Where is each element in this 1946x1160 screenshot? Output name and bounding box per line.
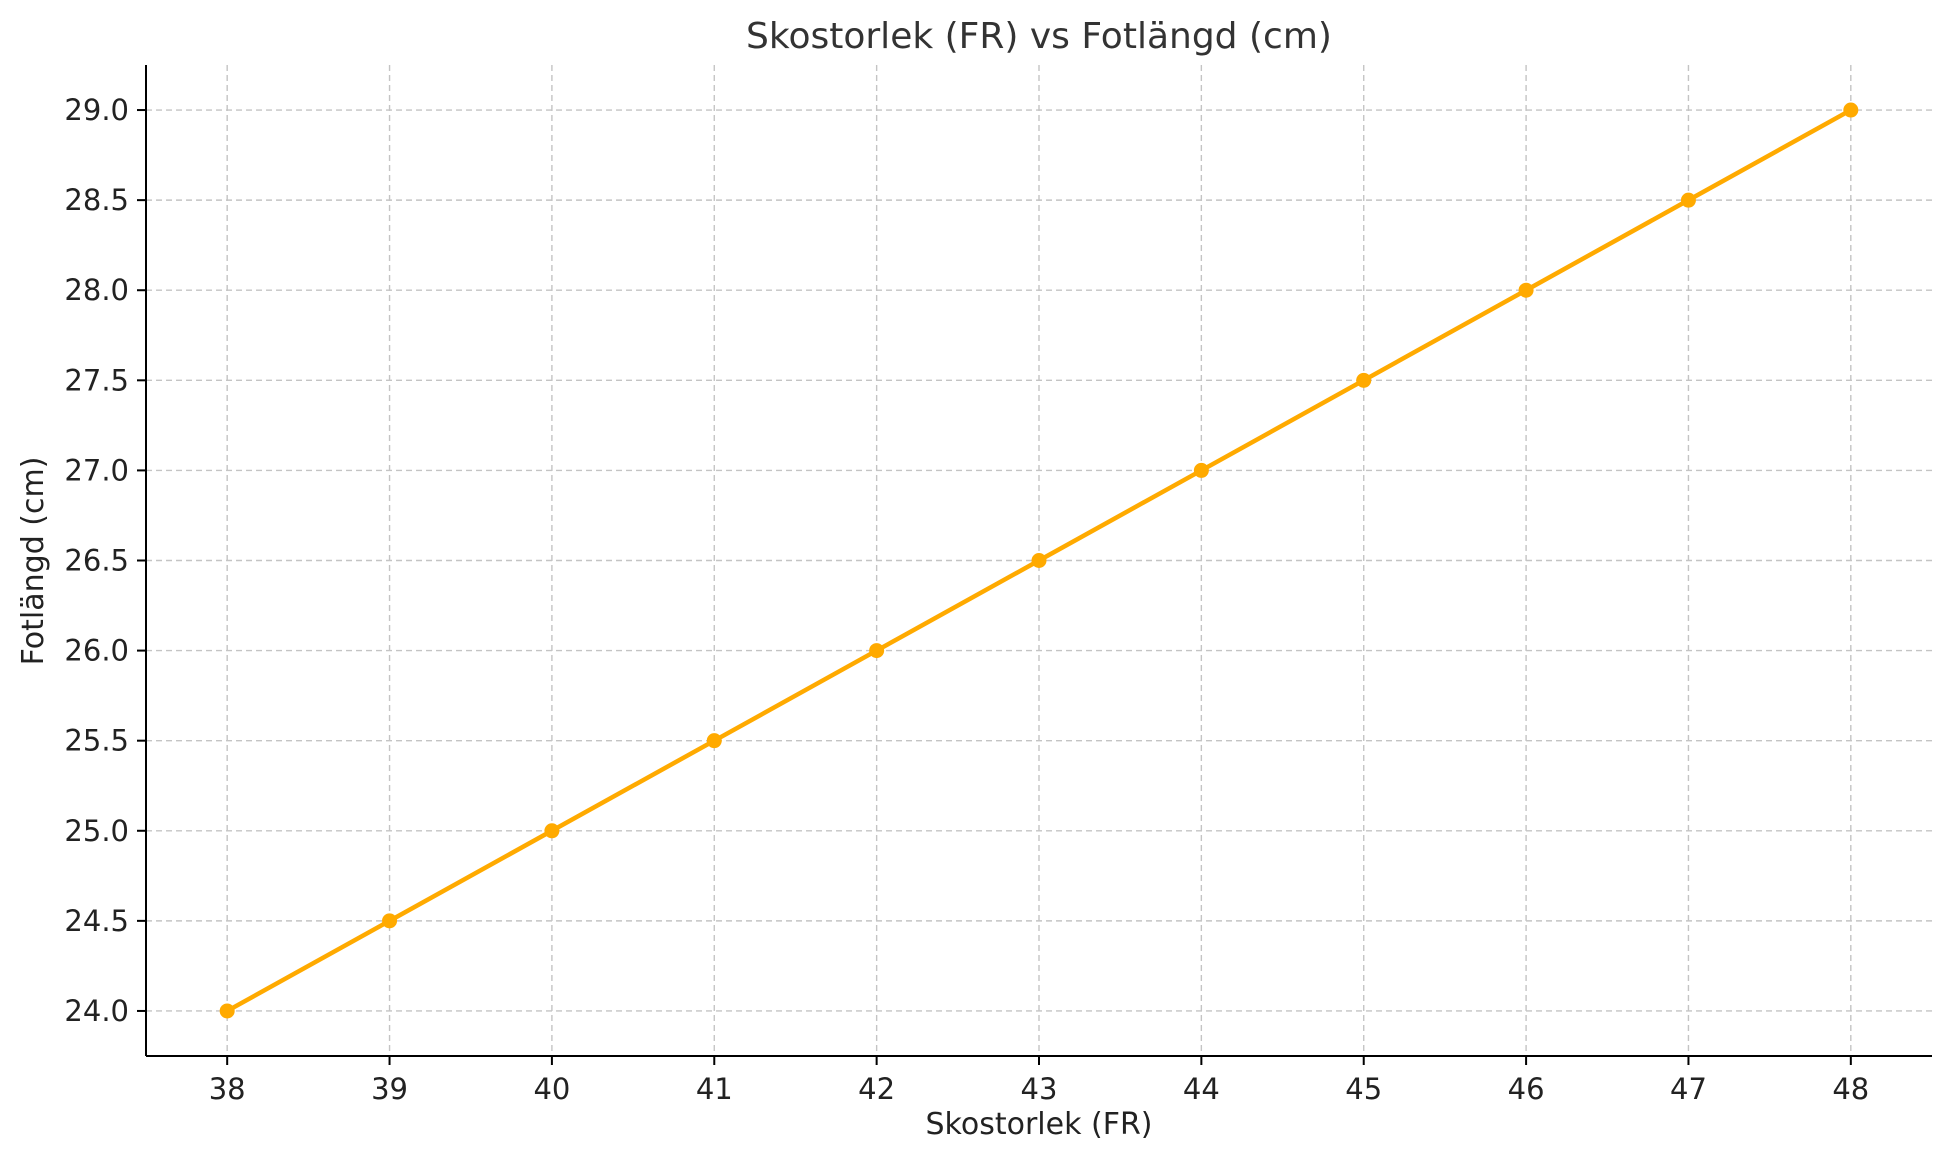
y-tick-label: 27.5 bbox=[64, 363, 129, 397]
y-tick-label: 24.5 bbox=[64, 904, 129, 938]
data-point bbox=[1680, 192, 1696, 208]
x-tick-label: 40 bbox=[533, 1072, 570, 1106]
data-point bbox=[382, 913, 398, 929]
y-tick-label: 28.0 bbox=[64, 273, 129, 307]
y-tick-label: 25.5 bbox=[64, 724, 129, 758]
series bbox=[219, 102, 1859, 1019]
data-point bbox=[869, 643, 885, 659]
x-tick-label: 44 bbox=[1183, 1072, 1220, 1106]
x-tick-label: 46 bbox=[1508, 1072, 1545, 1106]
x-axis-label: Skostorlek (FR) bbox=[926, 1107, 1153, 1142]
data-point bbox=[1031, 553, 1047, 568]
data-point bbox=[1518, 282, 1534, 298]
ticks: 38 39 40 41 42 43 44 45 46 47 48 24.0 24.5 25.0 25.5 26… bbox=[64, 93, 1869, 1106]
y-tick-label: 26.0 bbox=[64, 634, 129, 668]
y-tick-label: 27.0 bbox=[64, 453, 129, 487]
data-point bbox=[1843, 102, 1859, 118]
data-point bbox=[1356, 372, 1372, 388]
y-axis-label: Fotlängd (cm) bbox=[16, 457, 51, 666]
x-tick-label: 39 bbox=[371, 1072, 408, 1106]
data-point bbox=[1193, 462, 1209, 478]
y-tick-label: 24.0 bbox=[64, 994, 129, 1028]
chart-title: Skostorlek (FR) vs Fotlängd (cm) bbox=[746, 16, 1332, 57]
x-tick-label: 41 bbox=[696, 1072, 733, 1106]
x-tick-label: 43 bbox=[1021, 1072, 1058, 1106]
x-tick-label: 45 bbox=[1345, 1072, 1382, 1106]
data-point bbox=[544, 823, 560, 839]
y-tick-label: 25.0 bbox=[64, 814, 129, 848]
y-tick-label: 29.0 bbox=[64, 93, 129, 127]
x-tick-label: 48 bbox=[1832, 1072, 1869, 1106]
x-tick-label: 38 bbox=[209, 1072, 246, 1106]
y-tick-label: 26.5 bbox=[64, 544, 129, 578]
x-tick-label: 47 bbox=[1670, 1072, 1707, 1106]
y-tick-label: 28.5 bbox=[64, 183, 129, 217]
data-point bbox=[219, 1003, 235, 1019]
x-tick-label: 42 bbox=[858, 1072, 895, 1106]
data-point bbox=[706, 733, 722, 749]
